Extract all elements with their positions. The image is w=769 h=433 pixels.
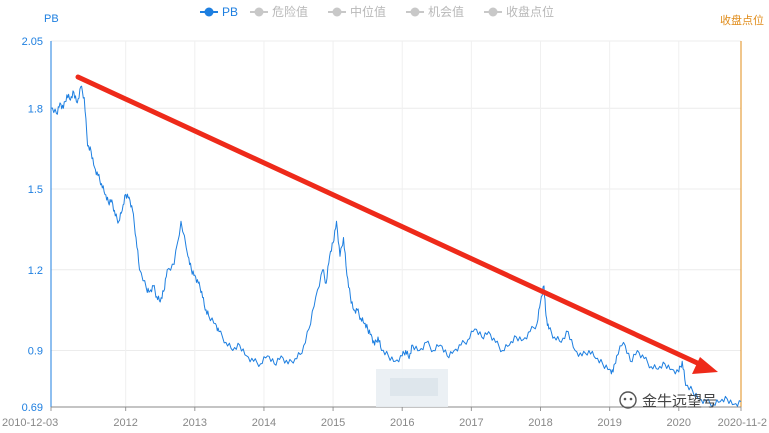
legend-swatch-dot — [332, 7, 342, 17]
wechat-icon — [619, 391, 637, 409]
legend-item[interactable]: 中位值 — [328, 4, 386, 19]
x-tick-label: 2020 — [667, 417, 691, 429]
wechat-icon-dot — [629, 397, 633, 401]
y-tick-label: 1.5 — [28, 184, 43, 196]
legend-item[interactable]: 危险值 — [250, 4, 308, 19]
x-tick-label: 2016 — [390, 417, 414, 429]
legend-item[interactable]: PB — [200, 5, 238, 19]
x-tick-label: 2017 — [459, 417, 483, 429]
annotation-layer — [75, 74, 718, 407]
x-axis: 2010-12-03 2012 2013 2014 2015 2016 2017 2018 20… — [2, 406, 767, 429]
y-tick-label: 2.05 — [22, 36, 43, 48]
y-tick-label: 0.9 — [28, 345, 43, 357]
legend-label: 中位值 — [350, 4, 386, 19]
x-tick-label: 2012 — [113, 417, 137, 429]
y-tick-label: 1.8 — [28, 103, 43, 115]
series-line-pb — [50, 85, 742, 408]
y-axis: 2.05 1.8 1.5 1.2 0.9 0.69 — [22, 36, 742, 414]
x-tick-label: 2014 — [252, 417, 276, 429]
x-tick-label: 2010-12-03 — [2, 417, 58, 429]
legend-swatch-dot — [254, 7, 264, 17]
legend-label: PB — [222, 5, 238, 19]
legend-label: 危险值 — [272, 4, 308, 19]
watermark-text: 金牛远望号 — [642, 393, 717, 410]
y2-axis-title: 收盘点位 — [720, 13, 764, 27]
legend-swatch-dot — [204, 7, 214, 17]
x-tick-label: 2019 — [597, 417, 621, 429]
wechat-icon-dot — [623, 397, 627, 401]
legend-item[interactable]: 收盘点位 — [484, 4, 554, 19]
trend-arrow-head — [692, 357, 718, 374]
y-axis-title: PB — [44, 13, 59, 25]
legend-item[interactable]: 机会值 — [406, 4, 464, 19]
x-tick-label: 2015 — [321, 417, 345, 429]
blur-patch — [390, 378, 438, 396]
legend[interactable]: PB 危险值 中位值 机会值 收盘点位 — [200, 4, 554, 19]
legend-swatch-dot — [488, 7, 498, 17]
series-layer — [50, 85, 742, 408]
x-tick-label: 2018 — [528, 417, 552, 429]
y-tick-label: 0.69 — [22, 402, 43, 414]
x-tick-label: 2020-11-2 — [718, 417, 767, 429]
legend-label: 机会值 — [428, 4, 464, 19]
watermark: 金牛远望号 — [619, 391, 717, 410]
y-tick-label: 1.2 — [28, 265, 43, 277]
legend-label: 收盘点位 — [506, 4, 554, 19]
x-tick-label: 2013 — [183, 417, 207, 429]
legend-swatch-dot — [410, 7, 420, 17]
trend-arrow-line — [75, 74, 709, 370]
